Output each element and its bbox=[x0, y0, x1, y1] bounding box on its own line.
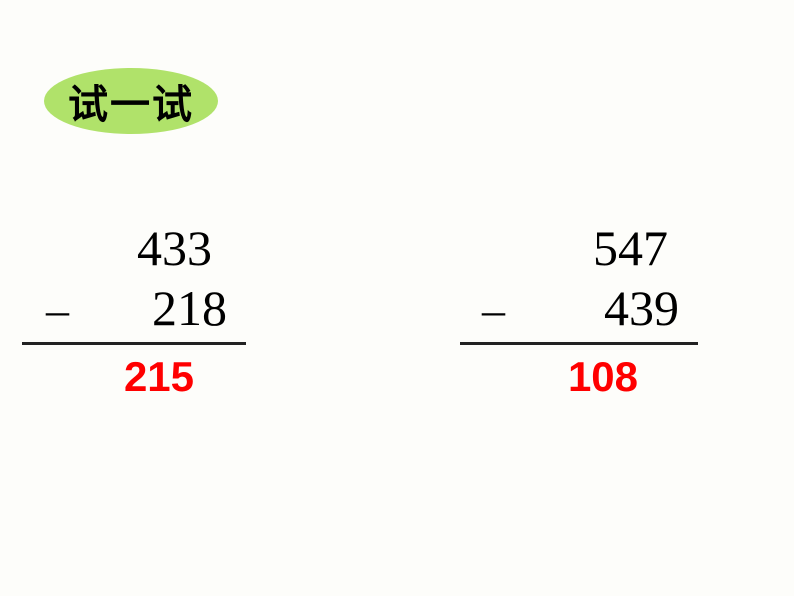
answer: 215 bbox=[46, 353, 242, 401]
subtrahend: 439 bbox=[523, 278, 679, 338]
subtraction-problem-2: 547 – 439 108 bbox=[482, 218, 698, 401]
answer: 108 bbox=[482, 353, 694, 401]
problems-container: 433 – 218 215 547 – 439 108 bbox=[0, 218, 794, 401]
subtraction-problem-1: 433 – 218 215 bbox=[46, 218, 246, 401]
equals-rule bbox=[460, 342, 698, 345]
subtrahend-row: – 218 bbox=[46, 278, 242, 338]
minuend: 547 bbox=[482, 218, 668, 278]
equals-rule bbox=[22, 342, 246, 345]
minuend: 433 bbox=[46, 218, 212, 278]
minus-sign: – bbox=[482, 283, 505, 336]
subtrahend-row: – 439 bbox=[482, 278, 694, 338]
minus-sign: – bbox=[46, 283, 69, 336]
subtrahend: 218 bbox=[87, 278, 227, 338]
try-it-badge: 试一试 bbox=[44, 68, 218, 134]
try-it-label: 试一试 bbox=[68, 72, 194, 130]
